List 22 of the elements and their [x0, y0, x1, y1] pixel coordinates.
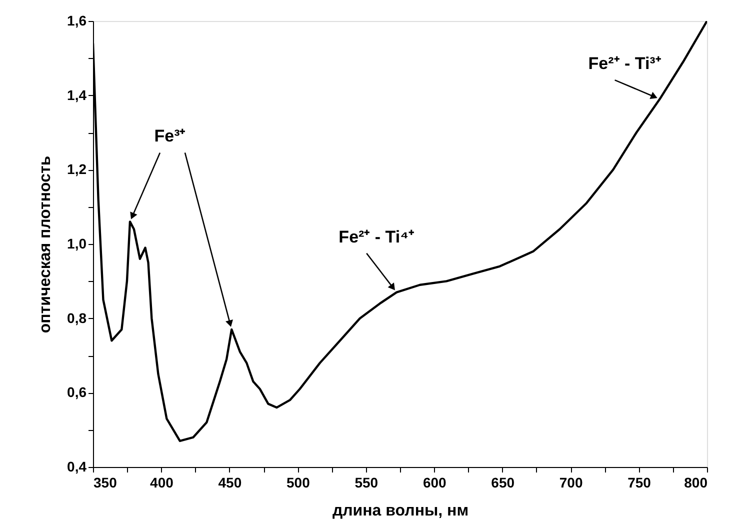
y-tick-label: 1,0 [67, 236, 87, 252]
x-tick-label: 350 [94, 474, 118, 490]
x-tick-label: 600 [422, 474, 447, 490]
x-tick-label: 700 [559, 474, 583, 490]
y-tick-label: 1,6 [67, 12, 87, 28]
x-tick-label: 750 [628, 474, 652, 490]
y-tick-label: 1,4 [67, 86, 87, 103]
y-tick-label: 1,2 [67, 161, 87, 178]
x-tick-label: 650 [491, 474, 515, 490]
annotation: Fe³⁺ [154, 126, 186, 146]
y-tick-label: 0,8 [67, 310, 87, 326]
x-tick-label: 800 [684, 474, 708, 490]
y-tick-label: 0,4 [67, 458, 87, 474]
x-axis-title: длина волны, нм [332, 502, 469, 520]
x-tick-label: 450 [218, 474, 242, 490]
x-tick-label: 400 [150, 474, 174, 490]
annotation: Fe²⁺ - Ti³⁺ [588, 54, 662, 74]
x-tick-label: 500 [286, 474, 310, 490]
annotation: Fe²⁺ - Ti⁴⁺ [338, 227, 415, 246]
y-axis-title: оптическая плотность [37, 156, 54, 334]
y-tick-label: 0,6 [67, 384, 87, 400]
x-tick-label: 550 [354, 474, 378, 490]
